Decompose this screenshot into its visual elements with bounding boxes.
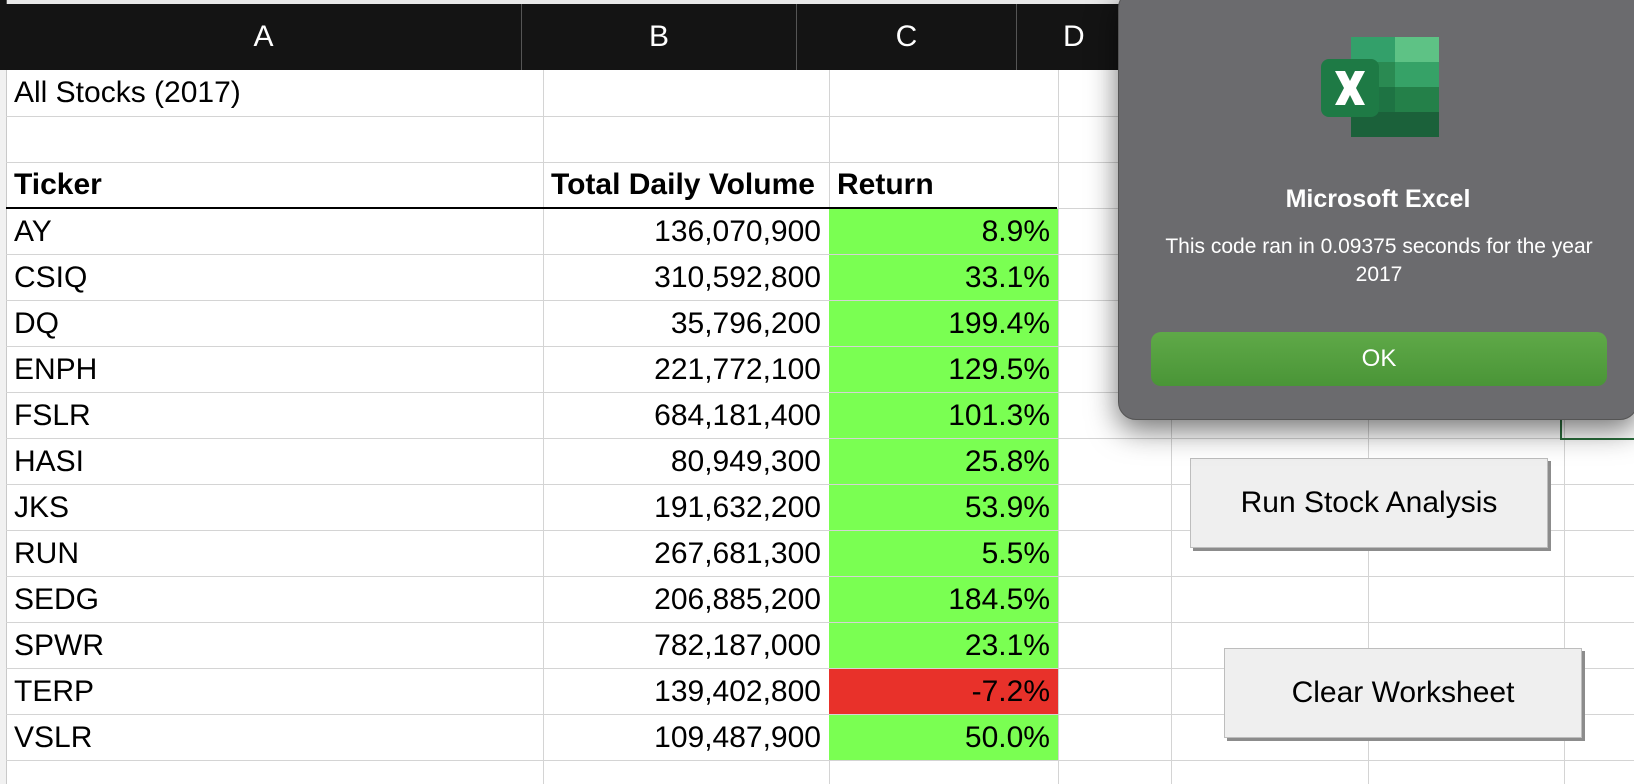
header-ticker[interactable]: Ticker: [14, 168, 102, 201]
ticker-cell[interactable]: RUN: [14, 536, 79, 570]
return-cell[interactable]: 50.0%: [829, 715, 1058, 760]
column-header-d[interactable]: D: [1017, 4, 1129, 70]
ticker-cell[interactable]: DQ: [14, 306, 59, 340]
return-cell[interactable]: 53.9%: [829, 485, 1058, 530]
volume-cell[interactable]: 80,949,300: [670, 444, 821, 478]
volume-cell[interactable]: 310,592,800: [654, 260, 821, 294]
ticker-cell[interactable]: FSLR: [14, 398, 91, 432]
gridline: [6, 530, 1634, 531]
volume-cell[interactable]: 35,796,200: [670, 306, 821, 340]
alert-dialog: Microsoft Excel This code ran in 0.09375…: [1118, 0, 1634, 420]
gridline: [6, 116, 1634, 117]
gridline: [6, 392, 1634, 393]
volume-cell[interactable]: 191,632,200: [654, 490, 821, 524]
ticker-cell[interactable]: VSLR: [14, 720, 93, 754]
gridline: [1058, 70, 1059, 784]
volume-cell[interactable]: 109,487,900: [654, 720, 821, 754]
gridline: [6, 346, 1634, 347]
gridline: [6, 760, 1634, 761]
volume-cell[interactable]: 267,681,300: [654, 536, 821, 570]
run-stock-analysis-button[interactable]: Run Stock Analysis: [1190, 458, 1548, 548]
volume-cell[interactable]: 136,070,900: [654, 214, 821, 248]
dialog-message: This code ran in 0.09375 seconds for the…: [1165, 235, 1593, 286]
gridline: [1368, 70, 1369, 784]
return-cell[interactable]: 33.1%: [829, 255, 1058, 300]
return-cell[interactable]: 5.5%: [829, 531, 1058, 576]
header-return[interactable]: Return: [837, 168, 934, 201]
volume-cell[interactable]: 221,772,100: [654, 352, 821, 386]
active-cell-border: [1560, 412, 1634, 440]
return-cell[interactable]: 199.4%: [829, 301, 1058, 346]
gridline: [6, 484, 1634, 485]
gridline: [6, 438, 1634, 439]
return-cell[interactable]: -7.2%: [829, 669, 1058, 714]
sheet-title-cell[interactable]: All Stocks (2017): [14, 76, 241, 109]
clear-worksheet-button[interactable]: Clear Worksheet: [1224, 648, 1582, 738]
volume-cell[interactable]: 139,402,800: [654, 674, 821, 708]
return-cell[interactable]: 184.5%: [829, 577, 1058, 622]
excel-app-icon: [1321, 37, 1439, 137]
return-cell[interactable]: 25.8%: [829, 439, 1058, 484]
gridline: [6, 714, 1634, 715]
column-header-a[interactable]: A: [6, 4, 522, 70]
row-gutter: [0, 70, 7, 784]
return-cell[interactable]: 8.9%: [829, 209, 1058, 254]
gridline: [6, 300, 1634, 301]
gridline: [6, 668, 1634, 669]
header-total-daily-volume[interactable]: Total Daily Volume: [551, 168, 815, 201]
volume-cell[interactable]: 782,187,000: [654, 628, 821, 662]
gridline: [1171, 70, 1172, 784]
volume-cell[interactable]: 206,885,200: [654, 582, 821, 616]
gridline: [6, 576, 1634, 577]
gridline: [6, 162, 1634, 163]
gridline: [1564, 70, 1565, 784]
ticker-cell[interactable]: CSIQ: [14, 260, 88, 294]
ticker-cell[interactable]: SPWR: [14, 628, 104, 662]
ticker-cell[interactable]: SEDG: [14, 582, 100, 616]
gridline: [6, 622, 1634, 623]
ticker-cell[interactable]: TERP: [14, 674, 95, 708]
return-cell[interactable]: 129.5%: [829, 347, 1058, 392]
ok-button[interactable]: OK: [1151, 332, 1607, 386]
return-cell[interactable]: 101.3%: [829, 393, 1058, 438]
column-header-b[interactable]: B: [522, 4, 797, 70]
top-border: [0, 0, 1634, 4]
ticker-cell[interactable]: HASI: [14, 444, 85, 478]
return-cell[interactable]: 23.1%: [829, 623, 1058, 668]
ticker-cell[interactable]: AY: [14, 214, 52, 248]
gridline: [6, 254, 1634, 255]
gridline: [543, 70, 544, 784]
ticker-cell[interactable]: JKS: [14, 490, 70, 524]
header-underline: [6, 207, 1057, 209]
volume-cell[interactable]: 684,181,400: [654, 398, 821, 432]
ticker-cell[interactable]: ENPH: [14, 352, 98, 386]
dialog-title: Microsoft Excel: [1285, 185, 1471, 213]
column-header-c[interactable]: C: [797, 4, 1017, 70]
